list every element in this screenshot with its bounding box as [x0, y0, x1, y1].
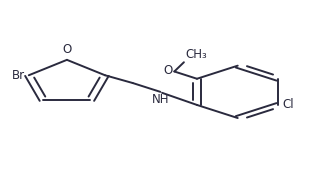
- Text: Cl: Cl: [282, 98, 294, 111]
- Text: Br: Br: [12, 69, 25, 82]
- Text: CH₃: CH₃: [186, 48, 207, 61]
- Text: O: O: [62, 43, 72, 56]
- Text: NH: NH: [152, 93, 169, 106]
- Text: O: O: [163, 64, 173, 77]
